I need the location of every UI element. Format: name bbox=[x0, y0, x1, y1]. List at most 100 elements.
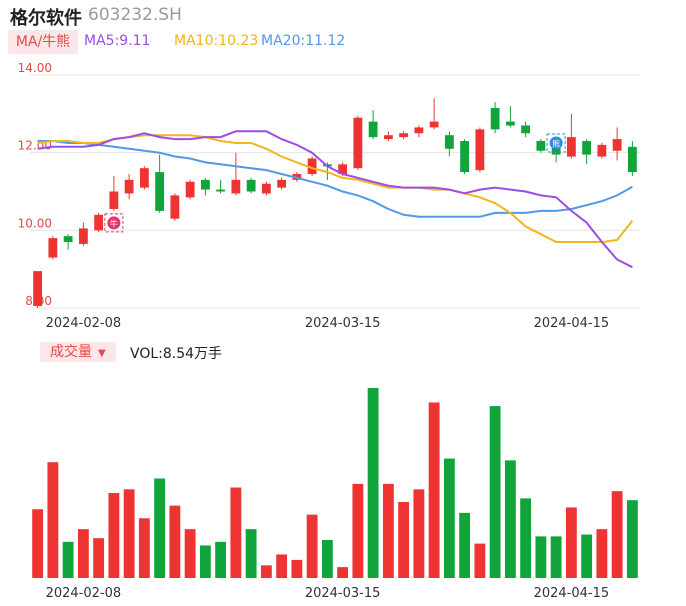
volume-bar bbox=[550, 536, 562, 578]
candle-body bbox=[63, 236, 73, 242]
candle-body bbox=[597, 144, 607, 157]
candle-body bbox=[475, 129, 485, 171]
price-date-tick-label: 2024-03-15 bbox=[305, 316, 381, 331]
candle-body bbox=[48, 238, 58, 258]
candle-body bbox=[444, 135, 454, 149]
price-tick-label: 10.00 bbox=[18, 216, 52, 230]
candle-body bbox=[338, 164, 348, 175]
volume-date-tick-label: 2024-04-15 bbox=[534, 586, 610, 601]
candle-body bbox=[353, 117, 363, 169]
ma5-legend: MA5:9.11 bbox=[84, 33, 151, 49]
volume-bar bbox=[428, 402, 440, 578]
volume-bar bbox=[77, 529, 89, 578]
candle-body bbox=[155, 172, 165, 211]
volume-date-tick-label: 2024-03-15 bbox=[305, 586, 381, 601]
ma5-line bbox=[37, 130, 633, 269]
candle-body bbox=[383, 135, 393, 140]
volume-bar bbox=[138, 518, 150, 578]
volume-bar bbox=[199, 545, 211, 578]
volume-bar bbox=[337, 567, 349, 578]
volume-bar bbox=[230, 487, 242, 578]
candle-body bbox=[521, 125, 531, 134]
candle-body bbox=[399, 133, 409, 138]
bear-icon-frame bbox=[546, 133, 566, 153]
candle-body bbox=[277, 179, 287, 188]
candle-body bbox=[78, 228, 88, 244]
bull-icon-frame bbox=[104, 213, 124, 233]
bull-icon-label: 牛 bbox=[110, 218, 118, 228]
candle-body bbox=[124, 179, 134, 194]
volume-bar bbox=[626, 500, 638, 578]
candle-body bbox=[246, 179, 256, 192]
candle-body bbox=[109, 191, 119, 209]
candle-body bbox=[612, 139, 622, 151]
volume-bar bbox=[32, 509, 44, 578]
stock-code: 603232.SH bbox=[88, 5, 182, 25]
volume-bar bbox=[504, 460, 516, 578]
volume-bar bbox=[245, 529, 257, 578]
candle-body bbox=[627, 146, 637, 173]
ma20-line bbox=[37, 140, 633, 218]
volume-bar bbox=[565, 507, 577, 578]
price-date-tick-label: 2024-04-15 bbox=[534, 316, 610, 331]
bear-icon-label: 熊 bbox=[552, 139, 560, 149]
bull-icon bbox=[107, 216, 121, 230]
candle-body bbox=[33, 271, 43, 307]
candle-body bbox=[368, 121, 378, 138]
volume-bar bbox=[443, 458, 455, 578]
volume-bar bbox=[352, 483, 364, 578]
candle-body bbox=[505, 121, 515, 126]
candle-body bbox=[536, 141, 546, 151]
volume-bar bbox=[382, 483, 394, 578]
bear-icon bbox=[549, 136, 563, 150]
volume-bar bbox=[474, 543, 486, 578]
candle-body bbox=[307, 158, 317, 175]
volume-bar bbox=[62, 541, 74, 578]
volume-bar bbox=[398, 502, 410, 578]
volume-bar bbox=[108, 492, 120, 578]
price-tick-label: 14.00 bbox=[18, 61, 52, 75]
ma-indicator-tab[interactable]: MA/牛熊 bbox=[8, 30, 78, 54]
candle-body bbox=[460, 141, 470, 173]
volume-bar bbox=[489, 406, 501, 578]
volume-bar bbox=[169, 505, 181, 578]
candle-body bbox=[566, 137, 576, 157]
candle-body bbox=[582, 141, 592, 155]
volume-bar bbox=[321, 540, 333, 578]
candle-body bbox=[231, 179, 241, 194]
volume-bar bbox=[520, 498, 532, 578]
price-date-tick-label: 2024-02-08 bbox=[46, 316, 122, 331]
volume-bar bbox=[215, 541, 227, 578]
volume-bar bbox=[123, 489, 135, 578]
volume-bar bbox=[184, 529, 196, 578]
volume-readout: VOL:8.54万手 bbox=[130, 346, 223, 362]
volume-bar bbox=[93, 538, 105, 578]
volume-bar bbox=[535, 536, 547, 578]
dropdown-caret-icon: ▼ bbox=[98, 348, 106, 359]
volume-bar bbox=[413, 489, 425, 578]
volume-indicator-dropdown[interactable]: 成交量 ▼ bbox=[40, 342, 116, 362]
volume-bar bbox=[291, 559, 303, 578]
candle-body bbox=[551, 146, 561, 155]
volume-bar bbox=[276, 554, 288, 578]
volume-bar bbox=[47, 462, 59, 578]
volume-bar bbox=[611, 491, 623, 578]
candle-body bbox=[216, 189, 226, 192]
ma10-legend: MA10:10.23 bbox=[174, 33, 259, 49]
volume-bar bbox=[154, 478, 166, 578]
candle-body bbox=[414, 127, 424, 134]
candle-body bbox=[170, 195, 180, 219]
candle-body bbox=[429, 121, 439, 128]
volume-bar bbox=[260, 565, 272, 578]
volume-bar bbox=[367, 388, 379, 578]
volume-bar bbox=[596, 529, 608, 578]
candle-body bbox=[261, 183, 271, 194]
volume-date-tick-label: 2024-02-08 bbox=[46, 586, 122, 601]
ma20-legend: MA20:11.12 bbox=[261, 33, 346, 49]
volume-bar bbox=[306, 514, 318, 578]
volume-tab-label: 成交量 bbox=[50, 344, 92, 360]
candle-body bbox=[94, 214, 104, 231]
volume-bar bbox=[581, 534, 593, 578]
candle-body bbox=[185, 181, 195, 198]
